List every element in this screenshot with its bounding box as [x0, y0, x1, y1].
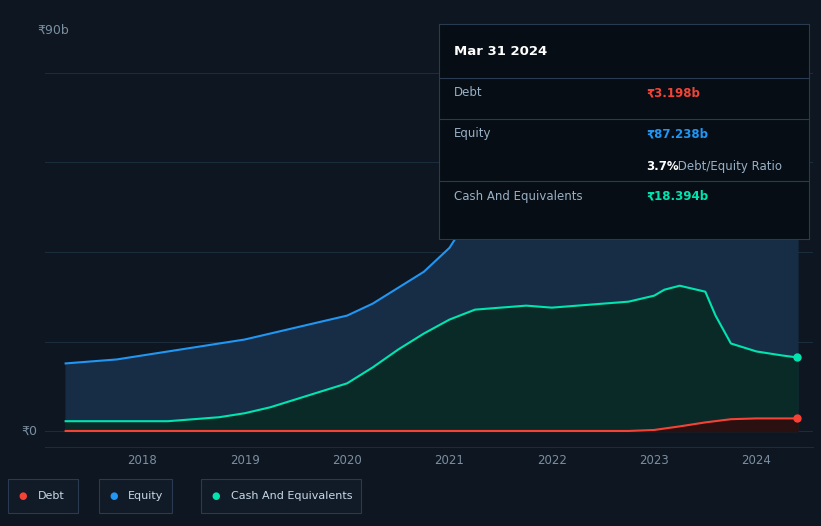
- Text: Debt/Equity Ratio: Debt/Equity Ratio: [674, 159, 782, 173]
- Text: Debt: Debt: [38, 491, 65, 501]
- Text: Mar 31 2024: Mar 31 2024: [454, 45, 548, 58]
- Text: Cash And Equivalents: Cash And Equivalents: [454, 190, 583, 203]
- Text: ●: ●: [19, 491, 27, 501]
- Text: ₹3.198b: ₹3.198b: [646, 86, 700, 99]
- Text: ₹18.394b: ₹18.394b: [646, 190, 709, 203]
- Text: ●: ●: [212, 491, 220, 501]
- Text: Cash And Equivalents: Cash And Equivalents: [231, 491, 352, 501]
- Text: ●: ●: [109, 491, 117, 501]
- Text: Debt: Debt: [454, 86, 483, 99]
- Text: Equity: Equity: [454, 127, 492, 140]
- Text: ₹0: ₹0: [21, 424, 38, 438]
- Text: ₹87.238b: ₹87.238b: [646, 127, 709, 140]
- Text: Equity: Equity: [128, 491, 163, 501]
- Text: 3.7%: 3.7%: [646, 159, 679, 173]
- Text: ₹90b: ₹90b: [38, 24, 69, 37]
